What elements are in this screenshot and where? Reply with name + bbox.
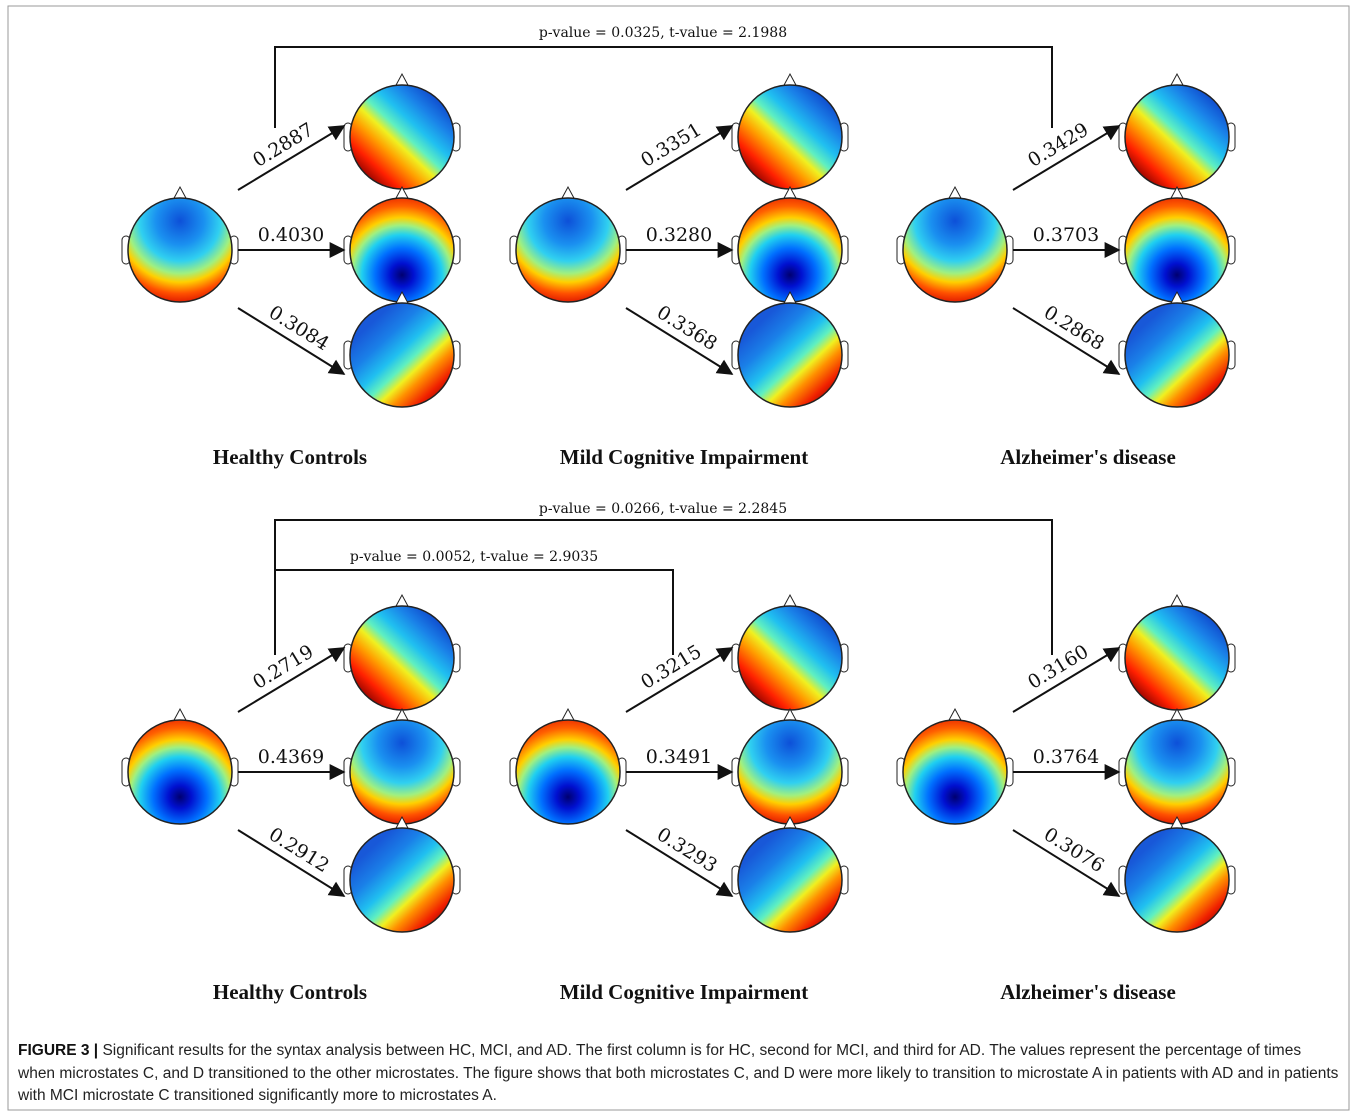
head-map bbox=[1125, 198, 1229, 302]
head-map bbox=[1125, 720, 1229, 824]
caption: FIGURE 3 | Significant results for the s… bbox=[18, 1040, 1340, 1108]
transition-value: 0.4030 bbox=[258, 224, 324, 246]
figure: p-value = 0.0325, t-value = 2.19880.2887… bbox=[0, 0, 1357, 1118]
group-name: Healthy Controls bbox=[213, 980, 367, 1004]
head-map bbox=[516, 720, 620, 824]
head-map bbox=[350, 828, 454, 932]
group-name: Healthy Controls bbox=[213, 445, 367, 469]
transition-value: 0.3491 bbox=[646, 746, 712, 768]
head-map bbox=[1125, 85, 1229, 189]
head-map bbox=[1125, 828, 1229, 932]
group-name: Mild Cognitive Impairment bbox=[560, 445, 808, 469]
transition-value: 0.4369 bbox=[258, 746, 324, 768]
bracket-label: p-value = 0.0052, t-value = 2.9035 bbox=[350, 549, 598, 565]
head-map bbox=[128, 198, 232, 302]
head-map bbox=[903, 198, 1007, 302]
group-name: Alzheimer's disease bbox=[1000, 445, 1176, 469]
head-map bbox=[738, 720, 842, 824]
head-map bbox=[1125, 606, 1229, 710]
group-name: Mild Cognitive Impairment bbox=[560, 980, 808, 1004]
head-map bbox=[903, 720, 1007, 824]
head-map bbox=[350, 606, 454, 710]
transition-value: 0.3703 bbox=[1033, 224, 1099, 246]
transition-value: 0.3764 bbox=[1033, 746, 1099, 768]
bracket-label: p-value = 0.0325, t-value = 2.1988 bbox=[539, 25, 787, 41]
bracket-label: p-value = 0.0266, t-value = 2.2845 bbox=[539, 501, 787, 517]
head-map bbox=[738, 606, 842, 710]
figure-page: p-value = 0.0325, t-value = 2.19880.2887… bbox=[0, 0, 1357, 1118]
head-map bbox=[738, 198, 842, 302]
transition-value: 0.3280 bbox=[646, 224, 712, 246]
head-map bbox=[738, 85, 842, 189]
head-map bbox=[128, 720, 232, 824]
head-map bbox=[350, 720, 454, 824]
caption-label: FIGURE 3 | bbox=[18, 1042, 98, 1059]
head-map bbox=[738, 828, 842, 932]
head-map bbox=[350, 85, 454, 189]
head-map bbox=[350, 303, 454, 407]
head-map bbox=[516, 198, 620, 302]
head-map bbox=[350, 198, 454, 302]
head-map bbox=[1125, 303, 1229, 407]
caption-text: Significant results for the syntax analy… bbox=[18, 1042, 1338, 1104]
group-name: Alzheimer's disease bbox=[1000, 980, 1176, 1004]
bracket bbox=[275, 570, 673, 655]
head-map bbox=[738, 303, 842, 407]
